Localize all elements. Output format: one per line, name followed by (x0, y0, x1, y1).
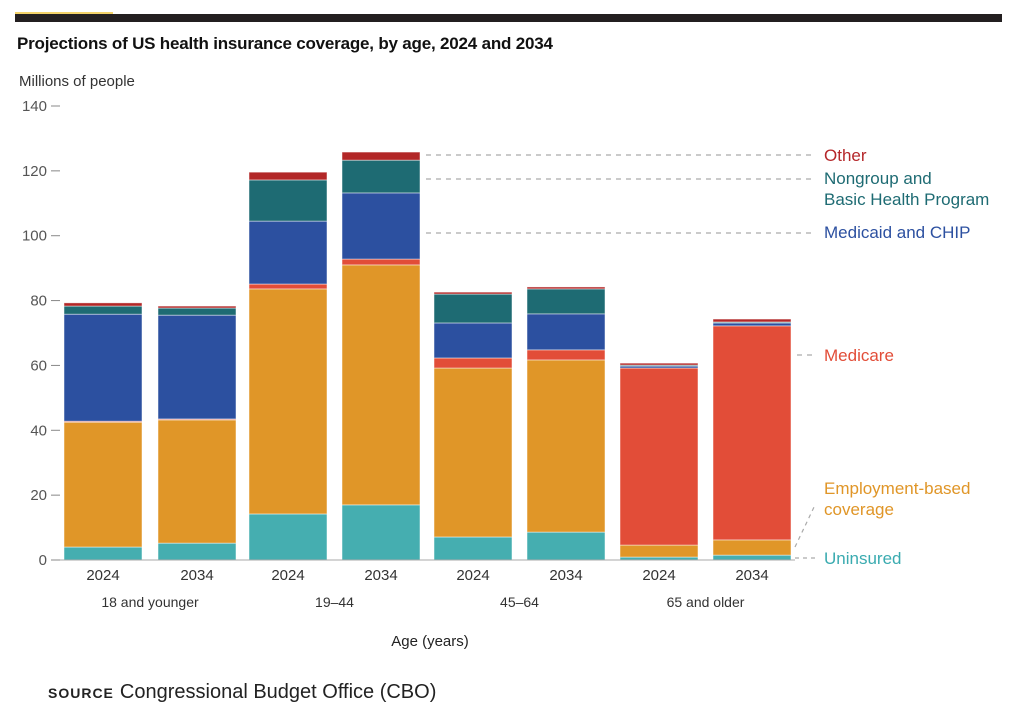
y-tick-label: 100 (22, 228, 47, 245)
bar-segment-employment-based-coverage (157, 419, 237, 544)
bar-segment-medicaid-and-chip (433, 322, 513, 359)
bar-segment-uninsured (433, 536, 513, 561)
bar-segment-nongroup-and-basic-health-program (433, 293, 513, 324)
group-label: 45–64 (500, 594, 539, 610)
bar-segment-medicaid-and-chip (712, 322, 792, 327)
group-label: 19–44 (315, 594, 354, 610)
x-tick-label: 2024 (271, 567, 304, 584)
bar-segment-uninsured (341, 504, 421, 561)
y-tick-label: 40 (30, 422, 47, 439)
legend-label: coverage (824, 500, 894, 519)
bar-segment-employment-based-coverage (433, 367, 513, 538)
source-label: SOURCE (48, 685, 114, 701)
legend-leader (794, 504, 816, 548)
legend-label: Employment-based (824, 479, 970, 498)
y-tick-label: 60 (30, 357, 47, 374)
chart-title: Projections of US health insurance cover… (17, 34, 553, 53)
bar-segment-other (248, 171, 328, 181)
bar-segment-other (157, 305, 237, 309)
x-tick-label: 2034 (549, 567, 582, 584)
header-accent (15, 12, 113, 15)
bar-segment-uninsured (526, 531, 606, 561)
legend-label: Basic Health Program (824, 190, 989, 209)
bar-segment-medicaid-and-chip (526, 313, 606, 351)
y-tick-label: 140 (22, 98, 47, 115)
bar-segment-employment-based-coverage (619, 544, 699, 558)
bar-segment-other (619, 362, 699, 366)
x-tick-label: 2034 (735, 567, 768, 584)
bar-segment-medicaid-and-chip (63, 313, 143, 422)
bar-segment-medicare (341, 258, 421, 266)
y-axis-label: Millions of people (19, 73, 135, 90)
source-text: Congressional Budget Office (CBO) (119, 681, 437, 703)
bar-segment-medicare (433, 357, 513, 369)
bar-segment-employment-based-coverage (248, 288, 328, 515)
y-tick-label: 20 (30, 487, 47, 504)
bar-segment-medicare (248, 283, 328, 290)
legend-label: Medicare (824, 346, 894, 365)
bar-segment-medicare (619, 367, 699, 546)
bar-segment-other (712, 318, 792, 323)
bar-segment-nongroup-and-basic-health-program (63, 305, 143, 315)
bar-segment-other (341, 151, 421, 161)
header-rule (15, 14, 1002, 22)
group-label: 65 and older (667, 594, 745, 610)
bar-segment-uninsured (157, 542, 237, 561)
bar-segment-nongroup-and-basic-health-program (341, 159, 421, 194)
y-tick-label: 0 (39, 552, 47, 569)
x-tick-label: 2034 (180, 567, 213, 584)
bar-segment-other (433, 291, 513, 295)
source-note: SOURCE Congressional Budget Office (CBO) (48, 681, 436, 704)
x-tick-label: 2024 (642, 567, 675, 584)
bar-segment-medicaid-and-chip (341, 192, 421, 260)
bar-segment-uninsured (248, 513, 328, 561)
bar-segment-nongroup-and-basic-health-program (157, 307, 237, 316)
bar-segment-employment-based-coverage (526, 359, 606, 533)
bar-segment-employment-based-coverage (712, 539, 792, 556)
x-axis-label: Age (years) (391, 633, 469, 650)
bar-segment-medicare (712, 325, 792, 541)
bar-segment-uninsured (63, 546, 143, 561)
bar-segment-uninsured (712, 554, 792, 561)
bar-segment-employment-based-coverage (341, 264, 421, 506)
legend-label: Medicaid and CHIP (824, 223, 970, 242)
bar-segment-nongroup-and-basic-health-program (248, 179, 328, 222)
y-tick-label: 120 (22, 163, 47, 180)
bar-segment-medicaid-and-chip (248, 220, 328, 285)
bar-segment-nongroup-and-basic-health-program (526, 288, 606, 315)
x-tick-label: 2034 (364, 567, 397, 584)
bar-segment-medicaid-and-chip (157, 314, 237, 420)
legend-label: Uninsured (824, 549, 902, 568)
bar-segment-employment-based-coverage (63, 421, 143, 548)
legend-label: Nongroup and (824, 169, 932, 188)
x-tick-label: 2024 (456, 567, 489, 584)
bar-segment-medicare (526, 349, 606, 361)
bar-segment-other (63, 302, 143, 307)
bar-segment-other (526, 286, 606, 290)
legend-label: Other (824, 146, 867, 165)
x-tick-label: 2024 (86, 567, 119, 584)
y-tick-label: 80 (30, 293, 47, 310)
group-label: 18 and younger (101, 594, 199, 610)
